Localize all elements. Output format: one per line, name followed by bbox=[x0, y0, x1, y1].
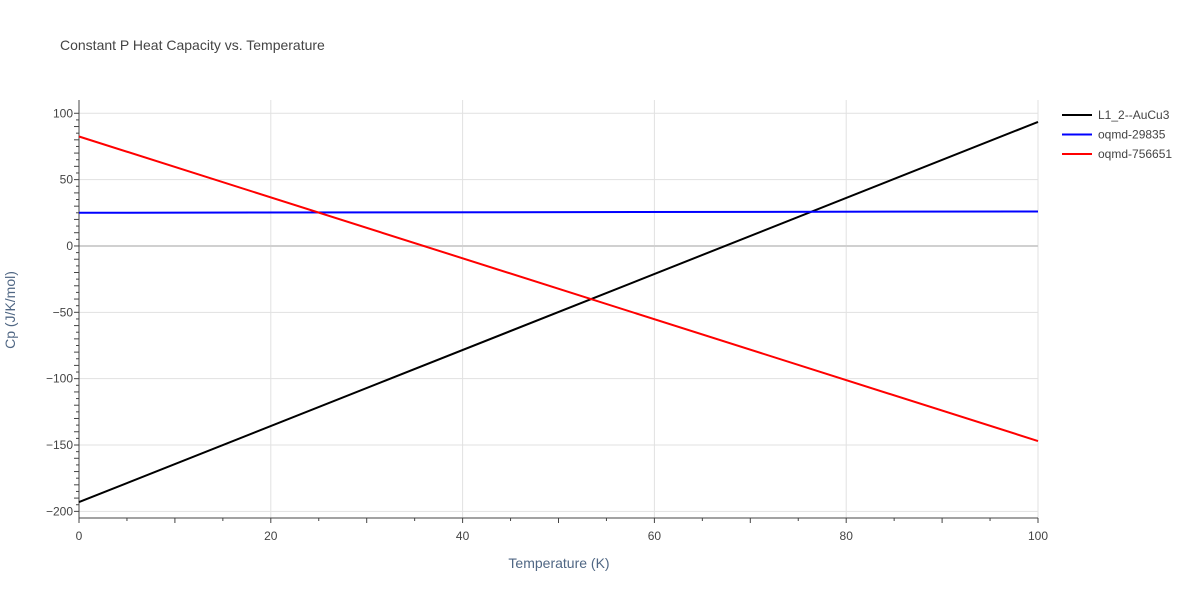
series-line bbox=[78, 135, 1039, 442]
legend-item[interactable]: L1_2--AuCu3 bbox=[1062, 108, 1170, 122]
y-tick-label: −150 bbox=[46, 438, 73, 452]
y-tick-label: −100 bbox=[46, 372, 73, 386]
x-tick-label: 80 bbox=[840, 529, 854, 543]
x-tick-label: 60 bbox=[648, 529, 662, 543]
legend-item[interactable]: oqmd-29835 bbox=[1062, 128, 1166, 142]
y-tick-label: −200 bbox=[46, 504, 73, 518]
x-tick-label: 20 bbox=[264, 529, 278, 543]
x-tick-label: 100 bbox=[1028, 529, 1048, 543]
series-line bbox=[78, 210, 1039, 214]
plot-area bbox=[78, 120, 1039, 504]
y-axis-title: Cp (J/K/mol) bbox=[2, 271, 18, 349]
y-tick-label: 50 bbox=[60, 173, 74, 187]
legend-item[interactable]: oqmd-756651 bbox=[1062, 147, 1172, 161]
axes: 0 20 40 60 80 100 100 50 0 −50 −100 −150 −200 bbox=[46, 100, 1048, 543]
series-line bbox=[78, 120, 1039, 504]
x-tick-label: 40 bbox=[456, 529, 470, 543]
legend[interactable]: L1_2--AuCu3 oqmd-29835 oqmd-756651 bbox=[1062, 108, 1172, 161]
x-tick-label: 0 bbox=[76, 529, 83, 543]
y-tick-label: 100 bbox=[53, 106, 73, 120]
y-tick-label: 0 bbox=[66, 239, 73, 253]
gridlines bbox=[79, 100, 1039, 518]
y-tick-label: −50 bbox=[53, 305, 74, 319]
chart-title: Constant P Heat Capacity vs. Temperature bbox=[60, 37, 325, 53]
legend-label: oqmd-756651 bbox=[1098, 147, 1172, 161]
legend-label: oqmd-29835 bbox=[1098, 128, 1166, 142]
x-axis-title: Temperature (K) bbox=[508, 555, 609, 571]
legend-label: L1_2--AuCu3 bbox=[1098, 108, 1170, 122]
